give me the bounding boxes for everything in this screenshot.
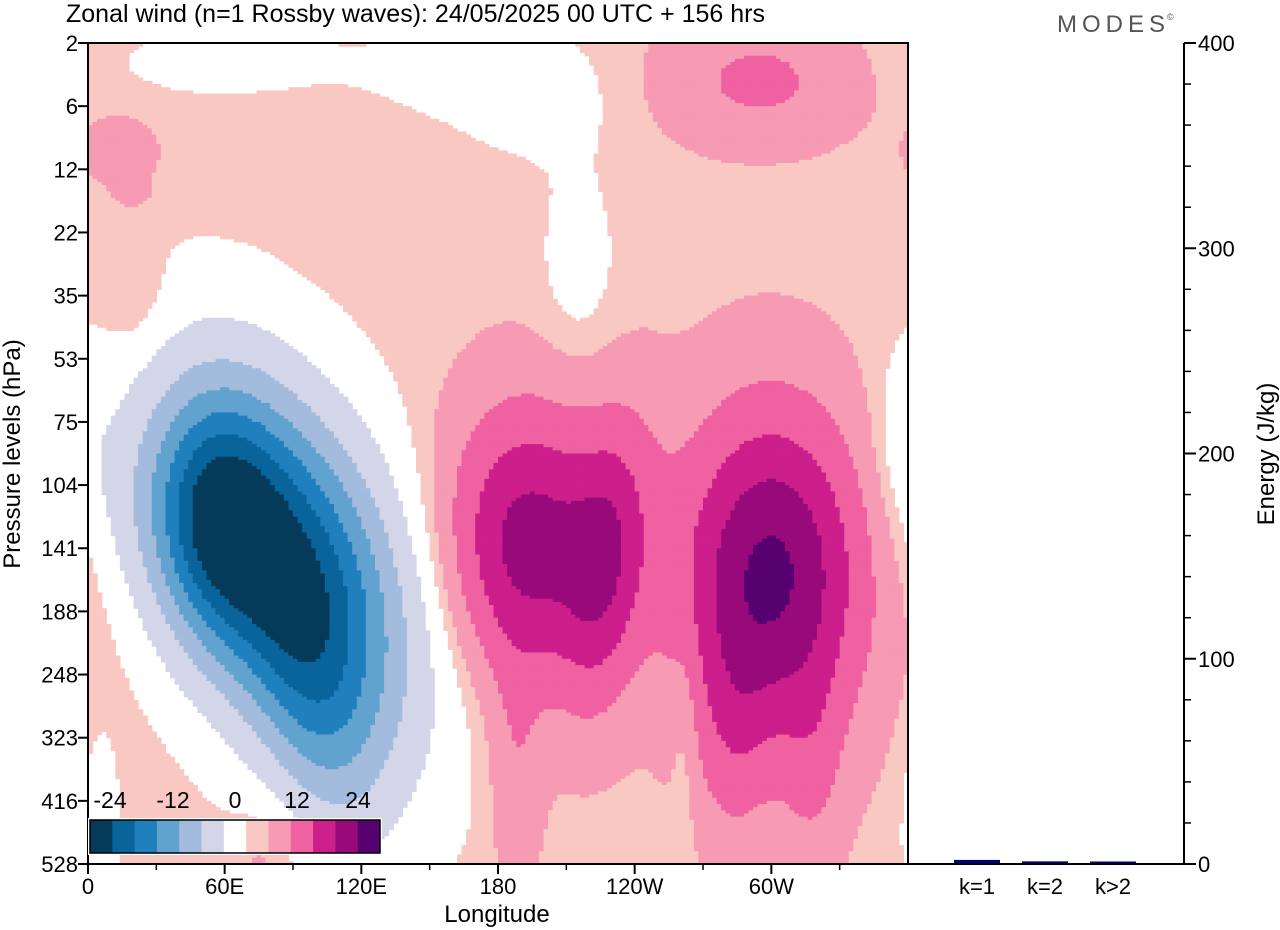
hovmoller-panel: 0 60E 120E 180 120W 60W 261222355375104141188…: [0, 31, 909, 928]
anomaly-cell: [111, 532, 116, 536]
anomaly-cell: [147, 637, 152, 641]
anomaly-cell: [143, 627, 148, 631]
anomaly-cell: [93, 321, 98, 325]
anomaly-cell: [143, 315, 148, 319]
chart-title: Zonal wind (n=1 Rossby waves): 24/05/202…: [66, 0, 765, 28]
anomaly-cell: [138, 318, 143, 322]
anomaly-cell: [129, 327, 134, 331]
anomaly-cell: [134, 605, 139, 609]
anomaly-cell: [129, 592, 134, 596]
anomaly-cell: [115, 776, 120, 780]
anomaly-cell: [124, 327, 129, 331]
anomaly-cell: [152, 299, 157, 303]
anomaly-cell: [134, 324, 139, 328]
copyright-mark: ©: [1167, 12, 1174, 22]
anomaly-cell: [102, 491, 107, 495]
anomaly-cell: [115, 551, 120, 555]
anomaly-cell: [97, 324, 102, 328]
anomaly-cell: [111, 327, 116, 331]
anomaly-cell: [106, 514, 111, 518]
anomaly-cell: [102, 728, 107, 732]
anomaly-cell: [111, 747, 116, 751]
anomaly-cell: [170, 675, 175, 679]
anomaly-cell: [161, 659, 166, 663]
anomaly-cell: [124, 580, 129, 584]
anomaly-cell: [97, 731, 102, 735]
anomaly-cell: [165, 255, 170, 259]
anomaly-cell: [93, 738, 98, 742]
anomaly-cell: [175, 242, 180, 246]
anomaly-cell: [156, 286, 161, 290]
anomaly-cell: [106, 327, 111, 331]
modes-logo: MODES©: [1057, 11, 1174, 38]
anomaly-cell: [165, 668, 170, 672]
anomaly-cell: [120, 567, 125, 571]
anomaly-cell: [147, 305, 152, 309]
anomaly-cell: [120, 327, 125, 331]
anomaly-cell: [102, 324, 107, 328]
modes-logo-text: MODES: [1057, 11, 1170, 38]
wind-anomaly-field: [88, 43, 909, 865]
anomaly-cell: [156, 652, 161, 656]
anomaly-cell: [170, 245, 175, 249]
anomaly-cell: [134, 46, 139, 50]
anomaly-cell: [129, 49, 134, 53]
anomaly-cell: [138, 615, 143, 619]
anomaly-cell: [175, 681, 180, 685]
anomaly-cell: [106, 735, 111, 739]
anomaly-cell: [152, 643, 157, 647]
anomaly-cell: [161, 270, 166, 274]
anomaly-cell: [115, 327, 120, 331]
